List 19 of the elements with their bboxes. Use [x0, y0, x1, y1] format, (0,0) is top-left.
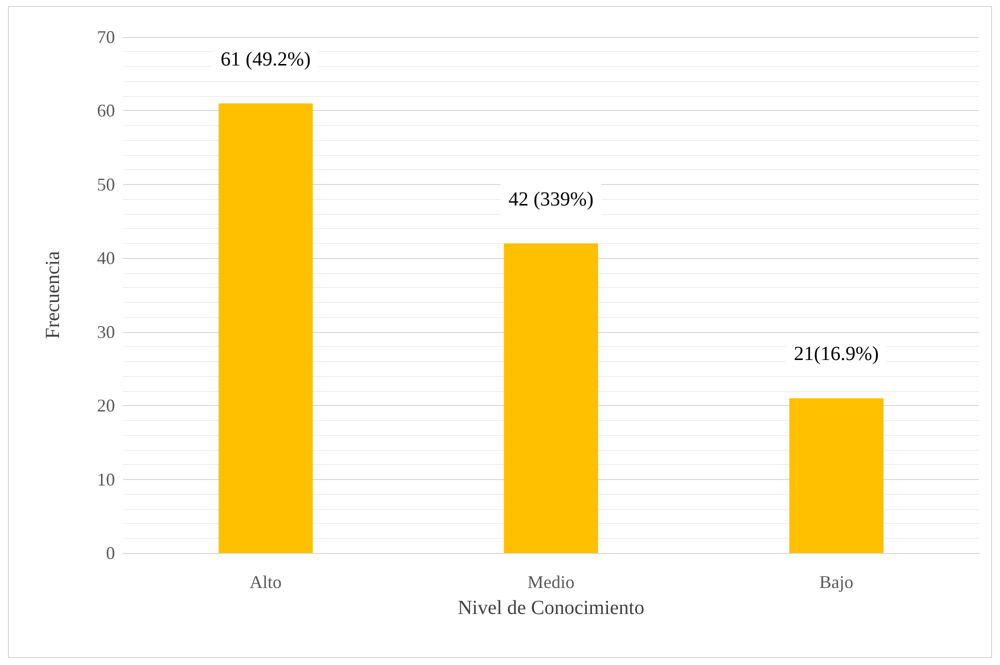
- y-tick-label: 30: [97, 322, 115, 342]
- data-label: 42 (339%): [508, 188, 594, 210]
- x-axis-title: Nivel de Conocimiento: [458, 597, 644, 619]
- x-tick-label: Bajo: [819, 572, 854, 592]
- y-tick-label: 20: [97, 396, 115, 416]
- y-tick-label: 70: [97, 27, 115, 47]
- x-tick-label: Alto: [250, 572, 282, 592]
- x-tick-label: Medio: [528, 572, 574, 592]
- y-tick-label: 60: [97, 100, 115, 121]
- bar: [504, 243, 598, 553]
- y-axis-title: Frecuencia: [42, 251, 64, 339]
- data-label: 61 (49.2%): [220, 48, 311, 70]
- bar: [789, 398, 884, 553]
- bar: [218, 103, 313, 553]
- y-tick-label: 0: [106, 543, 115, 563]
- data-label: 21(16.9%): [794, 343, 879, 366]
- y-tick-label: 40: [97, 248, 115, 268]
- y-tick-label: 50: [97, 174, 115, 194]
- y-tick-label: 10: [97, 469, 115, 490]
